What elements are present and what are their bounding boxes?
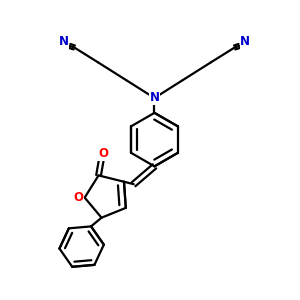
Text: N: N — [59, 35, 69, 48]
Text: O: O — [73, 191, 83, 204]
Text: N: N — [240, 35, 250, 48]
Text: O: O — [98, 148, 108, 160]
Text: N: N — [149, 92, 160, 104]
